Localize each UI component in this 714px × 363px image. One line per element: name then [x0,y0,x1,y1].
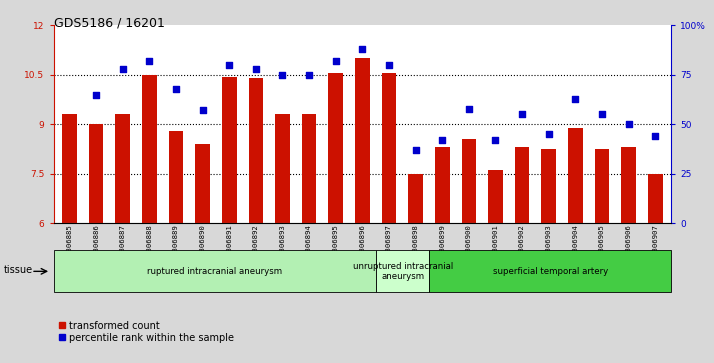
Point [250,66,261,72]
Bar [541,149,556,223]
Bar [461,139,476,223]
Bar [89,124,104,223]
Point [490,137,501,143]
Point [436,137,448,143]
Text: superficial temporal artery: superficial temporal artery [493,267,608,276]
Text: tissue: tissue [4,265,33,276]
Bar [248,78,263,223]
Point [277,72,288,78]
Point [91,92,102,98]
Bar [196,144,210,223]
Bar [169,131,183,223]
Point [650,133,661,139]
Text: unruptured intracranial
aneurysm: unruptured intracranial aneurysm [353,262,453,281]
Point [356,46,368,52]
Point [543,131,554,137]
Point [410,147,421,153]
Bar [355,58,370,223]
Point [623,121,634,127]
Bar [302,114,316,223]
Bar [376,250,430,292]
Bar [515,147,529,223]
Bar [568,128,583,223]
Text: ruptured intracranial aneurysm: ruptured intracranial aneurysm [147,267,282,276]
Point [144,58,155,64]
Point [303,72,315,78]
Point [197,107,208,113]
Bar [54,250,376,292]
Point [516,111,528,117]
Point [463,106,475,111]
Bar [222,77,236,223]
Bar [275,114,290,223]
Point [570,96,581,102]
Bar [621,147,636,223]
Point [330,58,341,64]
Point [171,86,182,91]
Bar [430,250,671,292]
Bar [595,149,609,223]
Bar [62,114,77,223]
Legend: transformed count, percentile rank within the sample: transformed count, percentile rank withi… [59,321,234,343]
Text: GDS5186 / 16201: GDS5186 / 16201 [54,16,164,29]
Bar [116,114,130,223]
Bar [648,174,663,223]
Point [596,111,608,117]
Bar [382,73,396,223]
Point [117,66,129,72]
Bar [435,147,450,223]
Point [223,62,235,68]
Bar [408,174,423,223]
Bar [328,73,343,223]
Point [383,62,395,68]
Bar [142,75,156,223]
Bar [488,171,503,223]
